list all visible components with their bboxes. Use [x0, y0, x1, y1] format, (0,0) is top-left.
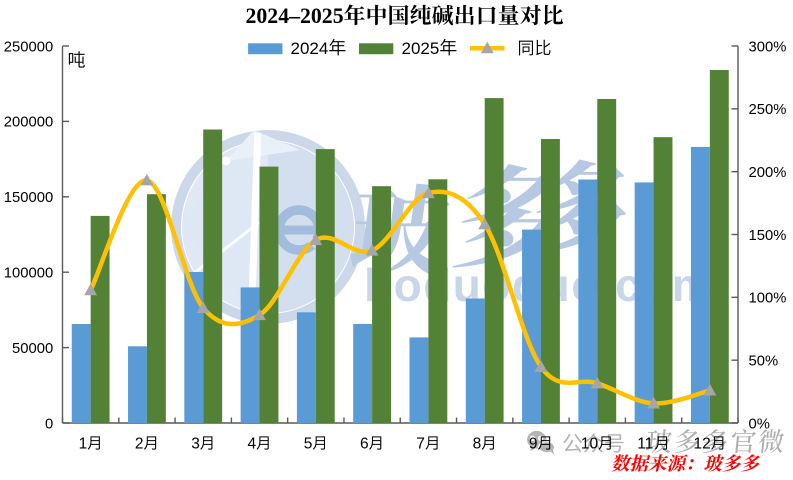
svg-text:2024: 2024: [291, 39, 329, 58]
svg-text:6: 6: [360, 436, 369, 453]
svg-text:5: 5: [304, 436, 313, 453]
svg-text:300%: 300%: [749, 39, 787, 55]
svg-text:0%: 0%: [749, 416, 770, 432]
svg-text:100000: 100000: [4, 266, 53, 282]
svg-text:2: 2: [135, 436, 144, 453]
svg-text:150%: 150%: [749, 228, 787, 244]
svg-text:50000: 50000: [12, 341, 53, 357]
svg-text:200000: 200000: [4, 115, 53, 131]
svg-text:12: 12: [694, 436, 711, 453]
svg-text:4: 4: [248, 436, 257, 453]
svg-text:3: 3: [191, 436, 200, 453]
svg-text:50%: 50%: [749, 354, 779, 370]
svg-text:10: 10: [581, 436, 599, 453]
svg-text:250000: 250000: [4, 39, 53, 55]
svg-text:150000: 150000: [4, 190, 53, 206]
svg-text:11: 11: [637, 436, 653, 453]
svg-text:8: 8: [473, 436, 482, 453]
svg-text:100%: 100%: [749, 291, 787, 307]
svg-text:9: 9: [529, 436, 538, 453]
svg-text:0: 0: [45, 416, 53, 432]
svg-text:250%: 250%: [749, 102, 787, 118]
svg-text:2024–2025: 2024–2025: [246, 4, 344, 28]
svg-text:2025: 2025: [402, 39, 440, 58]
svg-text:1: 1: [79, 436, 88, 453]
svg-text:7: 7: [416, 436, 425, 453]
svg-text:200%: 200%: [749, 165, 787, 181]
